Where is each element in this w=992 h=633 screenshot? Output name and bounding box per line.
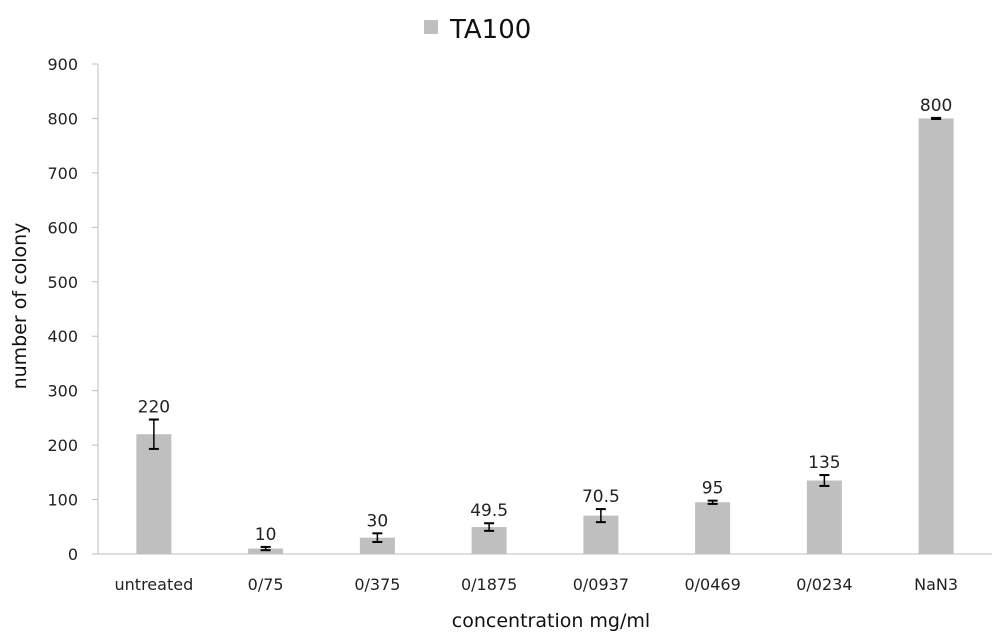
bar: [248, 548, 284, 554]
y-axis-title: number of colony: [9, 223, 31, 390]
data-label: 135: [808, 453, 840, 473]
y-tick-label: 200: [47, 436, 78, 455]
x-axis-ticks: untreated 0/75 0/375 0/1875 0/0937 0/0469 0/02…: [115, 575, 959, 594]
bar: [695, 502, 731, 554]
data-label: 30: [367, 511, 389, 531]
bar: [359, 537, 395, 554]
y-tick-label: 700: [47, 164, 78, 183]
x-tick-label: 0/1875: [461, 575, 517, 594]
y-axis-ticks: 0 100 200 300 400 500 600 700 800 900: [47, 55, 98, 564]
legend-label: TA100: [449, 15, 531, 45]
data-labels: 220 10 30 49.5 70.5 95 135 800: [138, 96, 953, 545]
x-tick-label: 0/375: [354, 575, 400, 594]
y-tick-label: 100: [47, 491, 78, 510]
data-label: 800: [920, 96, 952, 116]
data-label: 220: [138, 398, 170, 418]
x-tick-label: NaN3: [914, 575, 958, 594]
y-tick-label: 300: [47, 382, 78, 401]
legend-swatch: [424, 20, 438, 34]
bar: [136, 434, 172, 554]
y-tick-label: 600: [47, 218, 78, 237]
legend: TA100: [424, 15, 531, 45]
x-axis-title: concentration mg/ml: [452, 610, 650, 632]
x-tick-label: 0/0469: [684, 575, 740, 594]
x-tick-label: 0/0937: [573, 575, 629, 594]
y-tick-label: 400: [47, 327, 78, 346]
x-tick-label: 0/75: [248, 575, 284, 594]
x-tick-label: 0/0234: [796, 575, 852, 594]
data-label: 10: [255, 525, 277, 545]
x-tick-label: untreated: [115, 575, 194, 594]
error-bars: [148, 116, 942, 552]
bar: [806, 480, 842, 554]
bar: [918, 118, 954, 554]
y-tick-label: 0: [68, 545, 78, 564]
y-tick-label: 500: [47, 273, 78, 292]
data-label: 70.5: [582, 487, 620, 507]
data-label: 49.5: [470, 501, 508, 521]
data-label: 95: [702, 479, 724, 499]
y-tick-label: 900: [47, 55, 78, 74]
y-tick-label: 800: [47, 109, 78, 128]
bars: [136, 118, 954, 554]
